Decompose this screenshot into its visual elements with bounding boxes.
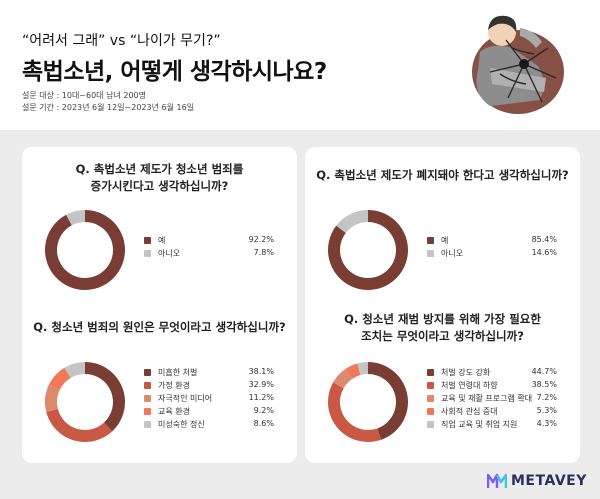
donut-slice — [49, 367, 71, 390]
legend-item: 아니오 7.8% — [144, 248, 274, 261]
legend-value: 85.4% — [531, 235, 557, 244]
legend-label: 자극적인 미디어 — [158, 394, 213, 403]
legend-value: 32.9% — [248, 380, 274, 389]
legend-value: 5.3% — [536, 406, 557, 415]
donut-slice — [85, 362, 125, 432]
legend-value: 7.8% — [253, 248, 274, 257]
card-right: Q. 촉법소년 제도가 폐지돼야 한다고 생각하십니까? 예 85.4% 아니오 14… — [305, 147, 580, 463]
donut-slice — [45, 210, 126, 290]
legend-item: 미성숙한 정신 8.6% — [144, 419, 274, 432]
legend-item: 가정 환경 32.9% — [144, 380, 274, 393]
legend-swatch — [144, 250, 151, 257]
q4-title: Q. 청소년 재범 방지를 위해 가장 필요한 조치는 무엇이라고 생각하십니까… — [344, 312, 541, 343]
header: “어려서 그래” vs “나이가 무기?” 촉법소년, 어떻게 생각하시나요? … — [0, 0, 600, 130]
legend-label: 가정 환경 — [158, 381, 190, 390]
legend-swatch — [144, 237, 151, 244]
legend-item: 자극적인 미디어 11.2% — [144, 393, 274, 406]
legend-item: 처벌 연령대 하향 38.5% — [427, 380, 557, 393]
legend-item: 직업 교육 및 취업 지원 4.3% — [427, 419, 557, 432]
brand-name: METAVEY — [511, 473, 587, 489]
legend-value: 38.1% — [248, 367, 274, 376]
legend-label: 교육 및 재활 프로그램 확대 — [441, 394, 533, 403]
donut-slice — [345, 363, 361, 379]
legend-label: 처벌 연령대 하향 — [441, 381, 498, 390]
legend-item: 예 85.4% — [427, 235, 557, 248]
q4-legend: 처벌 강도 강화 44.7% 처벌 연령대 하향 38.5% 교육 및 재활 프로그램 … — [427, 367, 557, 432]
donut-slice — [64, 362, 85, 378]
card-left: Q. 촉법소년 제도가 청소년 범죄를 증가시킨다고 생각하십니까? 예 92.2… — [22, 147, 297, 463]
legend-value: 7.2% — [536, 393, 557, 402]
subtitle: “어려서 그래” vs “나이가 무기?” — [22, 33, 221, 49]
survey-period: 설문 기간 : 2023년 6월 12일~2023년 6월 16일 — [22, 103, 195, 112]
q3-donut-chart — [45, 362, 125, 442]
legend-swatch — [144, 382, 151, 389]
q4-donut-chart — [328, 362, 408, 442]
donut-slice — [46, 408, 113, 442]
q2-title: Q. 촉법소년 제도가 폐지돼야 한다고 생각하십니까? — [316, 168, 569, 182]
survey-target: 설문 대상 : 10대~60대 남녀 200명 — [22, 91, 146, 100]
legend-label: 예 — [158, 236, 166, 245]
metavey-logo-icon — [487, 473, 507, 488]
brand-logo: METAVEY — [487, 470, 587, 492]
legend-item: 예 92.2% — [144, 235, 274, 248]
legend-swatch — [144, 395, 151, 402]
legend-value: 44.7% — [531, 367, 557, 376]
legend-swatch — [427, 250, 434, 257]
legend-label: 사회적 관심 증대 — [441, 407, 498, 416]
page-title: 촉법소년, 어떻게 생각하시나요? — [22, 59, 327, 85]
donut-slice — [45, 384, 60, 412]
donut-slice — [333, 369, 353, 389]
legend-value: 9.2% — [253, 406, 274, 415]
q1-title: Q. 촉법소년 제도가 청소년 범죄를 증가시킨다고 생각하십니까? — [75, 162, 244, 193]
q2-legend: 예 85.4% 아니오 14.6% — [427, 235, 557, 261]
legend-value: 38.5% — [531, 380, 557, 389]
q2-donut-chart — [328, 210, 408, 290]
legend-swatch — [427, 369, 434, 376]
q1-donut-chart — [45, 210, 126, 290]
legend-swatch — [427, 421, 434, 428]
legend-swatch — [144, 408, 151, 415]
teen-illustration — [472, 15, 564, 114]
legend-label: 직업 교육 및 취업 지원 — [441, 420, 518, 429]
legend-label: 미흡한 처벌 — [158, 368, 198, 377]
legend-item: 사회적 관심 증대 5.3% — [427, 406, 557, 419]
legend-swatch — [427, 382, 434, 389]
legend-item: 미흡한 처벌 38.1% — [144, 367, 274, 380]
legend-label: 아니오 — [441, 249, 464, 258]
legend-label: 아니오 — [158, 249, 181, 258]
donut-slice — [368, 362, 408, 440]
donut-slice — [328, 382, 382, 442]
legend-swatch — [427, 237, 434, 244]
legend-swatch — [144, 369, 151, 376]
donut-slice — [357, 362, 368, 376]
donut-slice — [66, 210, 85, 226]
legend-value: 11.2% — [248, 393, 274, 402]
legend-value: 8.6% — [253, 419, 274, 428]
legend-swatch — [144, 421, 151, 428]
legend-value: 14.6% — [531, 248, 557, 257]
q3-legend: 미흡한 처벌 38.1% 가정 환경 32.9% 자극적인 미디어 11.2% 교육 환경 9… — [144, 367, 274, 432]
legend-item: 교육 환경 9.2% — [144, 406, 274, 419]
donut-slice — [336, 210, 368, 233]
legend-swatch — [427, 408, 434, 415]
legend-label: 미성숙한 정신 — [158, 420, 205, 429]
legend-label: 처벌 강도 강화 — [441, 368, 491, 377]
legend-item: 교육 및 재활 프로그램 확대 7.2% — [427, 393, 557, 406]
legend-item: 처벌 강도 강화 44.7% — [427, 367, 557, 380]
donut-slice — [328, 210, 408, 290]
legend-item: 아니오 14.6% — [427, 248, 557, 261]
legend-label: 교육 환경 — [158, 407, 190, 416]
q1-legend: 예 92.2% 아니오 7.8% — [144, 235, 274, 261]
legend-value: 92.2% — [248, 235, 274, 244]
legend-value: 4.3% — [536, 419, 557, 428]
legend-swatch — [427, 395, 434, 402]
q3-title: Q. 청소년 범죄의 원인은 무엇이라고 생각하십니까? — [33, 320, 286, 334]
legend-label: 예 — [441, 236, 449, 245]
